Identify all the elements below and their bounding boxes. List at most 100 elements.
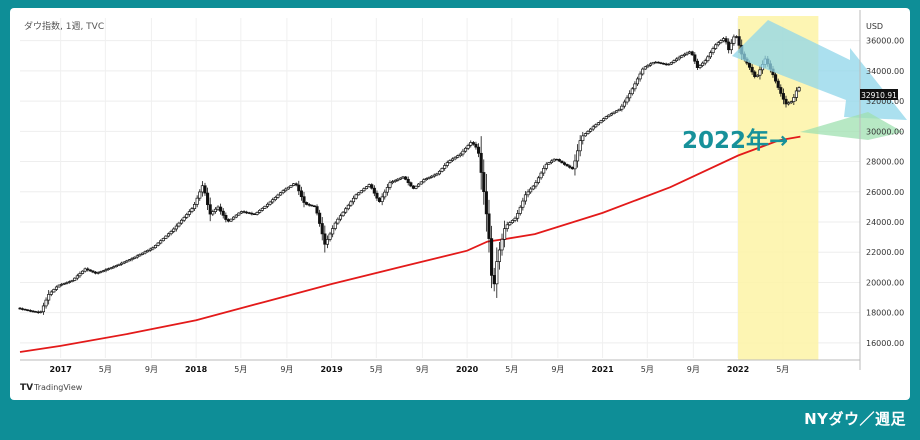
candle-body bbox=[789, 101, 793, 104]
candle-body bbox=[49, 291, 53, 295]
candle-body bbox=[432, 174, 436, 177]
last-price-badge: 32910.91 bbox=[860, 89, 898, 100]
y-tick-label: 30000.00 bbox=[866, 127, 904, 136]
candle-body bbox=[346, 204, 350, 210]
candle-body bbox=[73, 277, 77, 281]
candle-body bbox=[534, 182, 538, 187]
x-tick-label: 5月 bbox=[505, 365, 518, 374]
candle-body bbox=[513, 217, 517, 221]
candle-body bbox=[721, 38, 726, 41]
x-tick-label: 9月 bbox=[416, 365, 429, 374]
candle-body bbox=[328, 233, 332, 240]
candle-body bbox=[695, 60, 699, 68]
candle-body bbox=[490, 238, 494, 276]
candle-body bbox=[630, 88, 634, 95]
candle-body bbox=[411, 185, 415, 189]
candle-body bbox=[161, 238, 165, 242]
candle-body bbox=[91, 270, 95, 273]
candle-body bbox=[140, 252, 145, 255]
candle-body bbox=[232, 216, 236, 220]
candle-body bbox=[774, 74, 778, 82]
candle-body bbox=[284, 188, 288, 192]
candle-body bbox=[271, 199, 275, 203]
candle-body bbox=[664, 63, 668, 66]
candle-body bbox=[122, 261, 126, 264]
x-tick-label: 2021 bbox=[591, 365, 614, 374]
candle-body bbox=[471, 142, 475, 145]
x-tick-label: 2017 bbox=[50, 365, 72, 374]
candle-body bbox=[607, 114, 611, 117]
chart-frame: 16000.00 18000.00 20000.00 22000.00 24000.00… bbox=[10, 8, 910, 400]
candle-body bbox=[28, 310, 32, 312]
brand-name: TradingView bbox=[33, 383, 83, 392]
y-tick-label: 18000.00 bbox=[866, 309, 904, 318]
candle-body bbox=[198, 191, 202, 199]
candle-body bbox=[101, 270, 105, 272]
candle-body bbox=[375, 192, 379, 199]
candle-body bbox=[427, 177, 431, 179]
candle-body bbox=[409, 182, 413, 187]
candle-body bbox=[708, 52, 712, 58]
x-tick-label: 2018 bbox=[185, 365, 208, 374]
candle-body bbox=[544, 163, 548, 169]
candle-body bbox=[242, 211, 246, 213]
candle-body bbox=[414, 185, 418, 189]
candle-body bbox=[219, 206, 223, 212]
candle-body bbox=[615, 110, 619, 113]
candle-body bbox=[83, 268, 87, 272]
candle-body bbox=[211, 211, 215, 215]
candle-body bbox=[755, 74, 759, 77]
candle-body bbox=[396, 178, 400, 181]
candle-body bbox=[344, 208, 348, 213]
candle-body bbox=[604, 116, 608, 120]
y-tick-label: 32000.00 bbox=[866, 97, 904, 106]
candle-body bbox=[226, 219, 230, 222]
candle-body bbox=[388, 182, 392, 188]
candle-body bbox=[31, 310, 35, 313]
candle-body bbox=[492, 275, 496, 285]
candle-body bbox=[391, 181, 395, 184]
candle-body bbox=[268, 201, 272, 205]
candle-body bbox=[552, 158, 556, 162]
candle-body bbox=[187, 211, 191, 215]
candle-body bbox=[583, 133, 587, 137]
candle-body bbox=[591, 126, 595, 130]
candle-body bbox=[393, 180, 397, 182]
candle-body bbox=[750, 66, 754, 73]
y-tick-label: 16000.00 bbox=[866, 339, 904, 348]
y-tick-label: 34000.00 bbox=[866, 67, 904, 76]
candle-body bbox=[247, 212, 251, 214]
candle-body bbox=[23, 308, 27, 311]
candle-body bbox=[172, 228, 176, 232]
candle-body bbox=[776, 80, 780, 88]
candle-body bbox=[299, 190, 303, 198]
candle-body bbox=[557, 159, 561, 162]
candle-body bbox=[112, 266, 116, 269]
candle-body bbox=[651, 62, 655, 65]
candle-body bbox=[677, 56, 681, 60]
y-tick-label: 22000.00 bbox=[866, 248, 904, 257]
tradingview-icon: TV bbox=[20, 383, 33, 393]
candle-body bbox=[367, 184, 371, 188]
candle-body bbox=[193, 204, 197, 209]
candle-body bbox=[484, 191, 488, 215]
candle-body bbox=[336, 218, 340, 224]
candle-body bbox=[661, 62, 666, 65]
candle-body bbox=[729, 42, 733, 51]
candle-body bbox=[216, 206, 220, 210]
candle-body bbox=[273, 197, 277, 201]
candle-body bbox=[114, 265, 118, 267]
candle-body bbox=[281, 190, 285, 194]
candle-body bbox=[474, 143, 478, 148]
candle-body bbox=[21, 308, 25, 310]
candle-body bbox=[727, 41, 731, 51]
candle-body bbox=[508, 222, 512, 226]
candle-body bbox=[539, 172, 543, 179]
candle-body bbox=[437, 170, 442, 175]
candle-body bbox=[312, 205, 316, 208]
candle-body bbox=[229, 218, 233, 222]
candle-body bbox=[177, 222, 181, 227]
x-tick-label: 9月 bbox=[687, 365, 700, 374]
candle-body bbox=[440, 168, 444, 172]
candle-body bbox=[536, 177, 541, 183]
